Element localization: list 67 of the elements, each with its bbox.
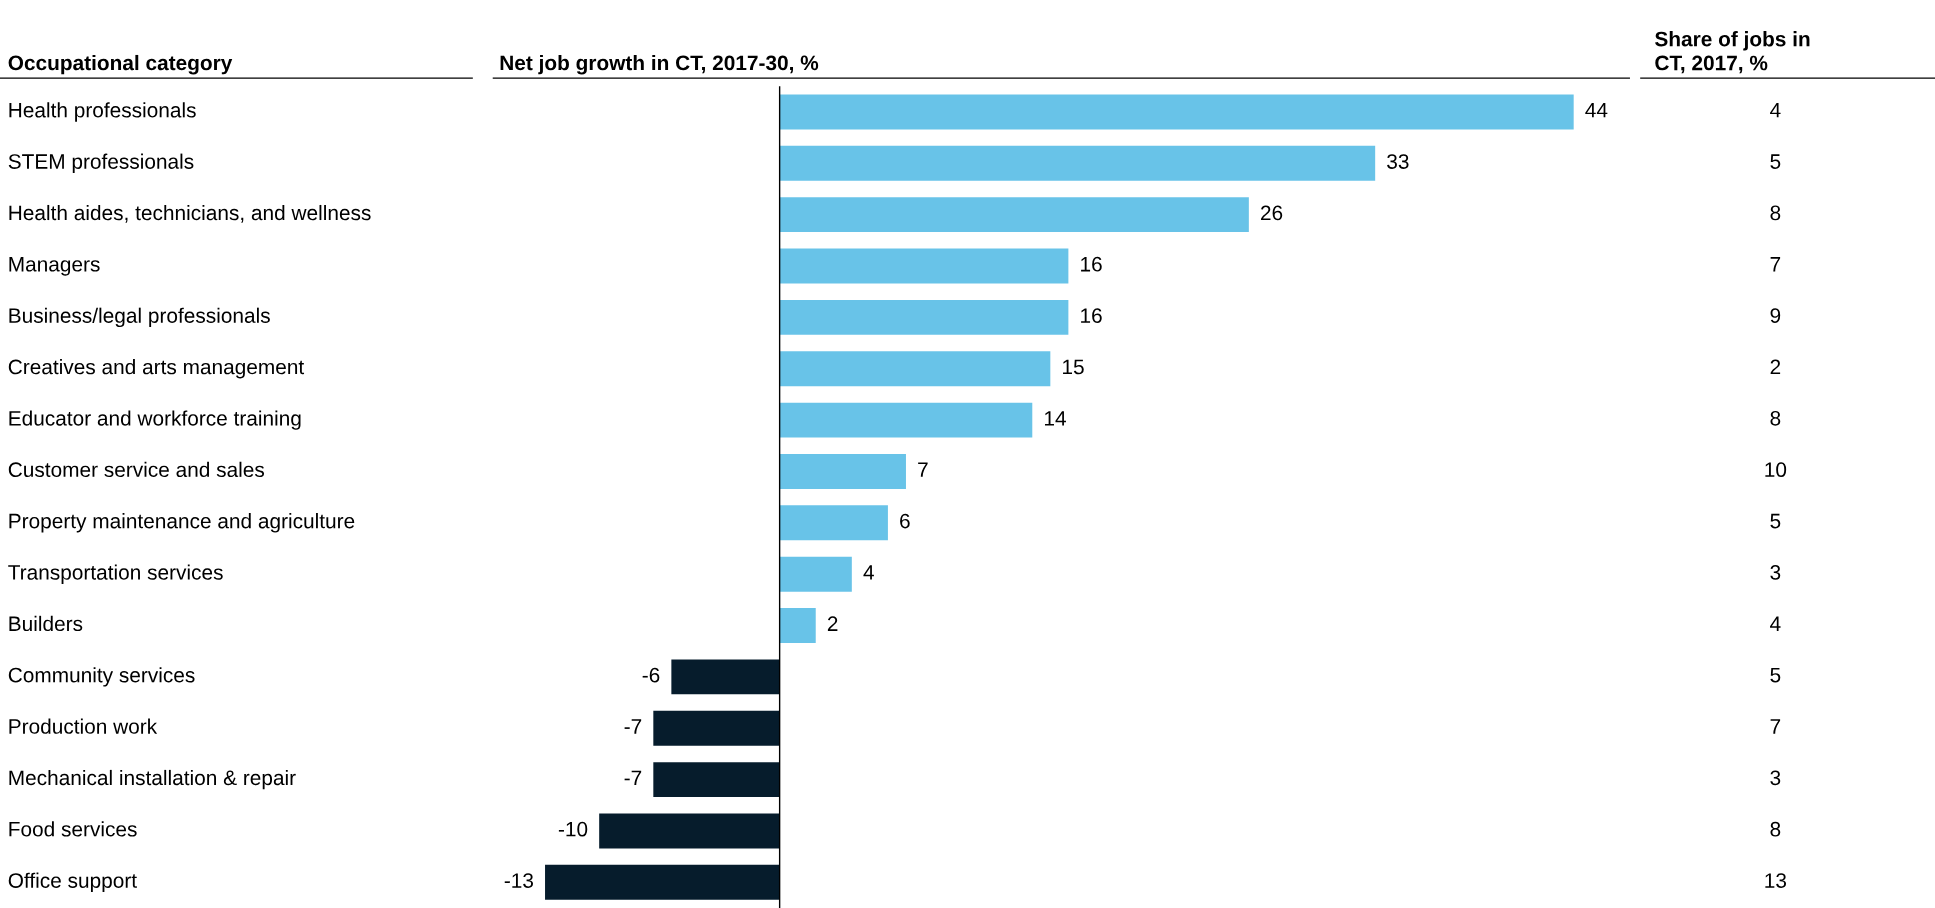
y-tick-label: Community services <box>8 667 195 687</box>
bar <box>779 351 1051 387</box>
data-label: 33 <box>1387 154 1409 169</box>
data-label: -10 <box>558 821 588 837</box>
data-label: 15 <box>1063 359 1084 375</box>
data-label: 4 <box>1770 616 1781 631</box>
y-tick-label: STEM professionals <box>8 153 194 174</box>
data-label: -6 <box>642 667 660 683</box>
data-label: 26 <box>1261 205 1283 221</box>
data-label: 16 <box>1081 256 1102 272</box>
data-label: -13 <box>504 873 534 888</box>
bar <box>779 299 1069 335</box>
y-tick-label: Customer service and sales <box>8 461 265 478</box>
y-tick-label: Health aides, technicians, and wellness <box>9 204 371 223</box>
y-tick-label: Builders <box>9 615 83 632</box>
data-label: 7 <box>918 462 928 477</box>
data-label: 5 <box>1770 154 1781 169</box>
data-label: 8 <box>1770 821 1781 837</box>
data-label: 10 <box>1765 462 1787 478</box>
y-tick-label: Transportation services <box>8 564 223 584</box>
text: Share of jobs in CT, 2017, % <box>1655 31 1810 74</box>
data-label: 13 <box>1765 873 1787 888</box>
data-label: 4 <box>863 565 874 580</box>
bar <box>653 710 780 746</box>
data-label: 6 <box>900 513 910 529</box>
bar <box>779 197 1249 233</box>
y-tick-label: Production work <box>9 718 158 734</box>
data-label: 5 <box>1770 513 1781 529</box>
y-tick-label: Food services <box>9 821 137 837</box>
bar <box>779 556 852 592</box>
bar <box>779 402 1033 438</box>
y-axis-title: Occupational category <box>8 54 233 75</box>
bar <box>671 659 780 695</box>
data-label: 9 <box>1770 308 1781 323</box>
bar <box>779 453 906 489</box>
data-label: 44 <box>1585 102 1608 118</box>
y-tick-label: Office support <box>8 872 137 893</box>
y-tick-label: Health professionals <box>9 102 196 122</box>
data-label: 8 <box>1770 410 1781 426</box>
data-label: 7 <box>1770 719 1781 734</box>
y-tick-label: Property maintenance and agriculture <box>9 513 355 533</box>
data-label: -7 <box>624 770 642 785</box>
data-label: 5 <box>1770 667 1781 683</box>
data-label: 14 <box>1044 411 1066 426</box>
y-tick-label: Business/legal professionals <box>9 307 270 328</box>
data-label: 2 <box>827 616 838 631</box>
bar <box>653 762 780 798</box>
bar <box>779 145 1376 181</box>
y-tick-label: Educator and workforce training <box>9 410 301 430</box>
data-label: 2 <box>1770 359 1781 375</box>
data-label: 16 <box>1081 308 1102 323</box>
data-label: 3 <box>1770 770 1781 786</box>
data-label: -7 <box>624 719 642 734</box>
bar <box>779 505 888 541</box>
data-label: 3 <box>1770 565 1781 580</box>
chart-title: Net job growth in CT, 2017-30, % <box>500 54 819 75</box>
data-label: 7 <box>1770 257 1781 272</box>
y-tick-label: Mechanical installation & repair <box>9 769 296 790</box>
bar <box>779 608 816 643</box>
y-tick-label: Managers <box>9 257 100 276</box>
bar <box>599 813 780 849</box>
data-label: 4 <box>1770 102 1781 118</box>
data-label: 8 <box>1770 205 1781 221</box>
bar <box>545 864 780 900</box>
y-tick-label: Creatives and arts management <box>8 359 305 379</box>
bar <box>779 248 1069 284</box>
bar <box>779 94 1574 130</box>
